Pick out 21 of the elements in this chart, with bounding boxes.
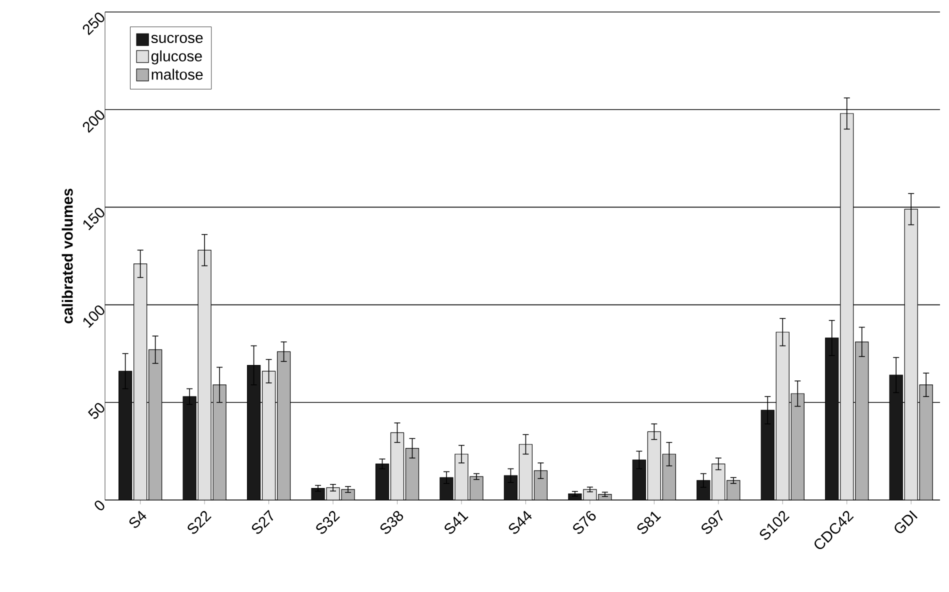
legend-label: glucose (151, 50, 202, 64)
y-tick-label: 200 (82, 110, 104, 133)
y-tick-label: 50 (88, 403, 104, 419)
y-tick-label: 250 (82, 12, 104, 36)
x-tick-label: S76 (573, 511, 596, 534)
x-tick-label: S41 (444, 512, 468, 534)
legend-label: maltose (152, 68, 203, 80)
x-tick-label: GDI (894, 510, 918, 534)
x-tick-label: S27 (252, 510, 274, 534)
legend-label: sucrose (151, 34, 203, 44)
x-tick-label: S38 (380, 511, 404, 534)
x-tick-label: S22 (188, 511, 212, 534)
y-axis-title: calibrated volumes (62, 188, 73, 324)
x-tick-label: S97 (702, 510, 723, 534)
y-tick-label: 100 (83, 305, 104, 328)
x-tick-label: S44 (508, 510, 532, 534)
x-tick-label: S81 (637, 512, 662, 534)
y-tick-label: 0 (94, 500, 104, 510)
x-tick-label: S4 (129, 510, 146, 528)
y-tick-label: 150 (83, 208, 104, 230)
x-tick-label: S32 (316, 511, 340, 534)
